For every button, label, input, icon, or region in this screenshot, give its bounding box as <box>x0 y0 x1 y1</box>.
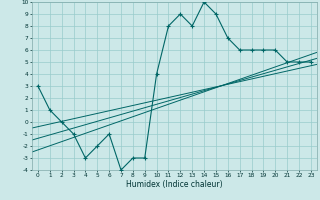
X-axis label: Humidex (Indice chaleur): Humidex (Indice chaleur) <box>126 180 223 189</box>
